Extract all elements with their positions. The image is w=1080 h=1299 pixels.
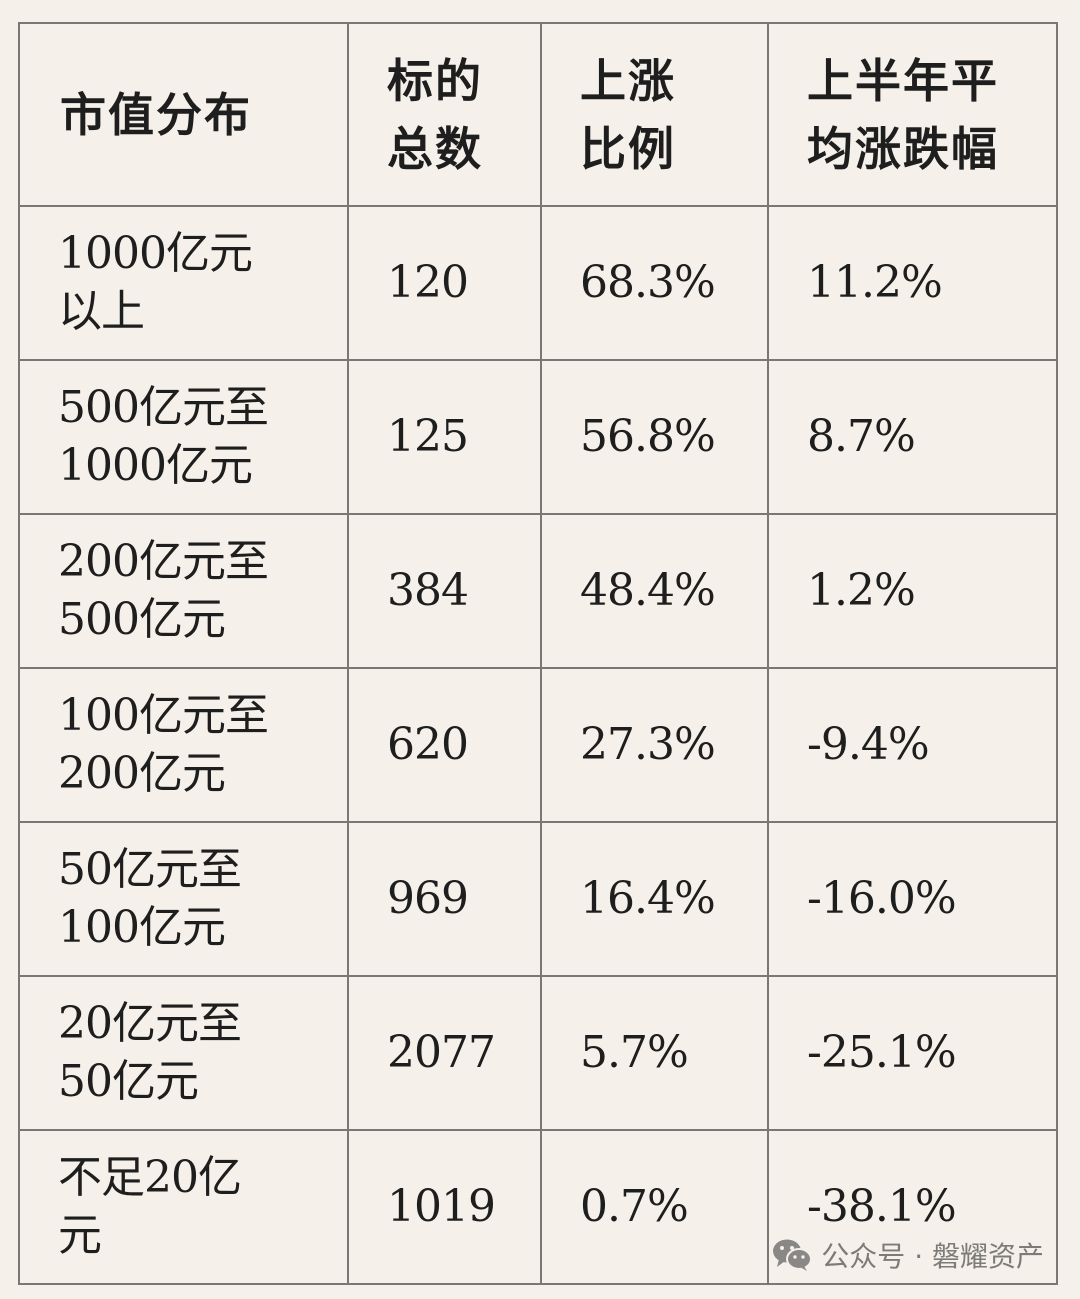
cell-up-ratio: 68.3%	[540, 205, 769, 361]
cell-avg-change: -25.1%	[767, 975, 1058, 1131]
cell-up-ratio: 5.7%	[540, 975, 769, 1131]
cell-market-cap: 1000亿元 以上	[18, 205, 349, 361]
cell-count: 969	[347, 821, 542, 977]
cell-market-cap: 20亿元至 50亿元	[18, 975, 349, 1131]
table-row: 20亿元至 50亿元 2077 5.7% -25.1%	[18, 975, 1058, 1131]
cell-avg-change: 1.2%	[767, 513, 1058, 669]
cell-market-cap: 200亿元至 500亿元	[18, 513, 349, 669]
watermark: 公众号 · 磐耀资产	[771, 1235, 1044, 1275]
cell-up-ratio: 0.7%	[540, 1129, 769, 1285]
cell-avg-change: 8.7%	[767, 359, 1058, 515]
table-row: 不足20亿 元 1019 0.7% -38.1%	[18, 1129, 1058, 1285]
table-row: 500亿元至 1000亿元 125 56.8% 8.7%	[18, 359, 1058, 515]
header-up-ratio: 上涨 比例	[540, 22, 769, 207]
header-total-count: 标的 总数	[347, 22, 542, 207]
cell-count: 120	[347, 205, 542, 361]
table-row: 200亿元至 500亿元 384 48.4% 1.2%	[18, 513, 1058, 669]
watermark-text: 公众号 · 磐耀资产	[821, 1240, 1044, 1273]
header-market-cap: 市值分布	[18, 22, 349, 207]
cell-market-cap: 50亿元至 100亿元	[18, 821, 349, 977]
table-row: 50亿元至 100亿元 969 16.4% -16.0%	[18, 821, 1058, 977]
cell-avg-change: 11.2%	[767, 205, 1058, 361]
table-row: 1000亿元 以上 120 68.3% 11.2%	[18, 205, 1058, 361]
cell-avg-change: -16.0%	[767, 821, 1058, 977]
cell-count: 125	[347, 359, 542, 515]
table-row: 100亿元至 200亿元 620 27.3% -9.4%	[18, 667, 1058, 823]
cell-count: 1019	[347, 1129, 542, 1285]
cell-count: 620	[347, 667, 542, 823]
cell-market-cap: 500亿元至 1000亿元	[18, 359, 349, 515]
header-avg-change: 上半年平 均涨跌幅	[767, 22, 1058, 207]
cell-market-cap: 不足20亿 元	[18, 1129, 349, 1285]
cell-market-cap: 100亿元至 200亿元	[18, 667, 349, 823]
market-cap-table-container: 市值分布 标的 总数 上涨 比例 上半年平 均涨跌幅 1000亿元 以上 120…	[18, 22, 1058, 1285]
market-cap-table: 市值分布 标的 总数 上涨 比例 上半年平 均涨跌幅 1000亿元 以上 120…	[18, 22, 1058, 1285]
cell-avg-change: -38.1%	[767, 1129, 1058, 1285]
cell-up-ratio: 48.4%	[540, 513, 769, 669]
cell-up-ratio: 27.3%	[540, 667, 769, 823]
cell-count: 2077	[347, 975, 542, 1131]
wechat-icon	[771, 1237, 813, 1273]
table-header-row: 市值分布 标的 总数 上涨 比例 上半年平 均涨跌幅	[18, 22, 1058, 207]
cell-up-ratio: 56.8%	[540, 359, 769, 515]
cell-avg-change: -9.4%	[767, 667, 1058, 823]
cell-count: 384	[347, 513, 542, 669]
cell-up-ratio: 16.4%	[540, 821, 769, 977]
